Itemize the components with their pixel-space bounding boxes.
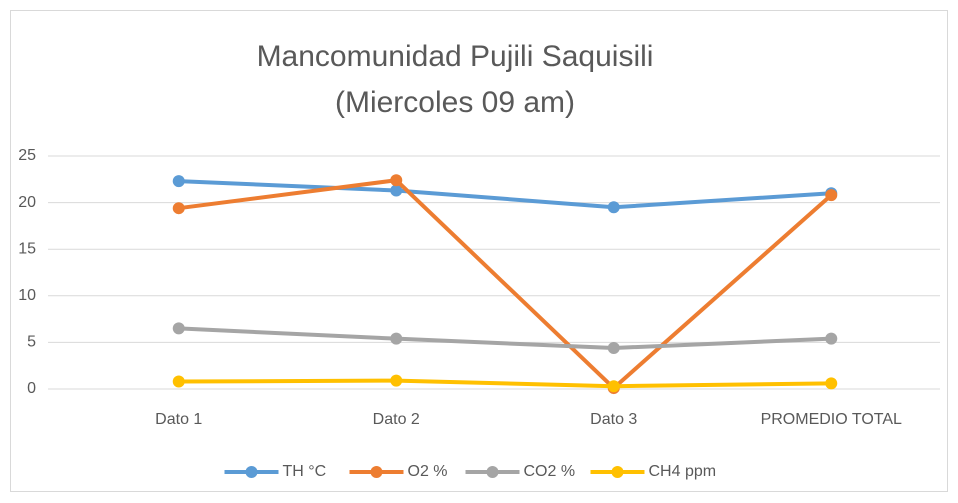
legend-marker [245,466,258,478]
series-line [178,378,832,389]
legend-label: CO2 % [524,463,576,480]
series-marker [825,377,838,390]
chart-title: Mancomunidad Pujili Saquisili [257,40,654,73]
series-marker [172,175,185,188]
series-line [178,178,833,391]
legend-marker [486,466,499,478]
chart-title: (Miercoles 09 am) [335,86,575,119]
series-line [178,326,832,350]
series-marker [825,332,838,345]
series-marker [172,322,185,335]
chart-frame [10,10,948,492]
series-line [178,179,832,210]
y-tick-label: 20 [18,194,36,211]
series-marker [390,374,403,387]
legend-label: TH °C [283,463,327,480]
series-marker [172,202,185,215]
y-tick-label: 25 [18,147,36,164]
x-tick-label: Dato 1 [155,411,202,428]
legend-marker [370,466,383,478]
series-marker [607,380,620,393]
series-marker [390,184,403,197]
series-marker [390,174,403,187]
legend-label: CH4 ppm [649,463,717,480]
x-tick-label: PROMEDIO TOTAL [761,411,902,428]
legend-label: O2 % [408,463,448,480]
series-marker [607,201,620,214]
series-marker [825,189,838,202]
y-tick-label: 0 [27,380,36,397]
y-tick-label: 15 [18,240,36,257]
series-marker [607,341,620,354]
y-tick-label: 10 [18,287,36,304]
series-marker [172,375,185,388]
x-tick-label: Dato 2 [373,411,420,428]
series-marker [390,332,403,345]
legend-marker [611,466,624,478]
y-tick-label: 5 [27,334,36,351]
x-tick-label: Dato 3 [590,411,637,428]
